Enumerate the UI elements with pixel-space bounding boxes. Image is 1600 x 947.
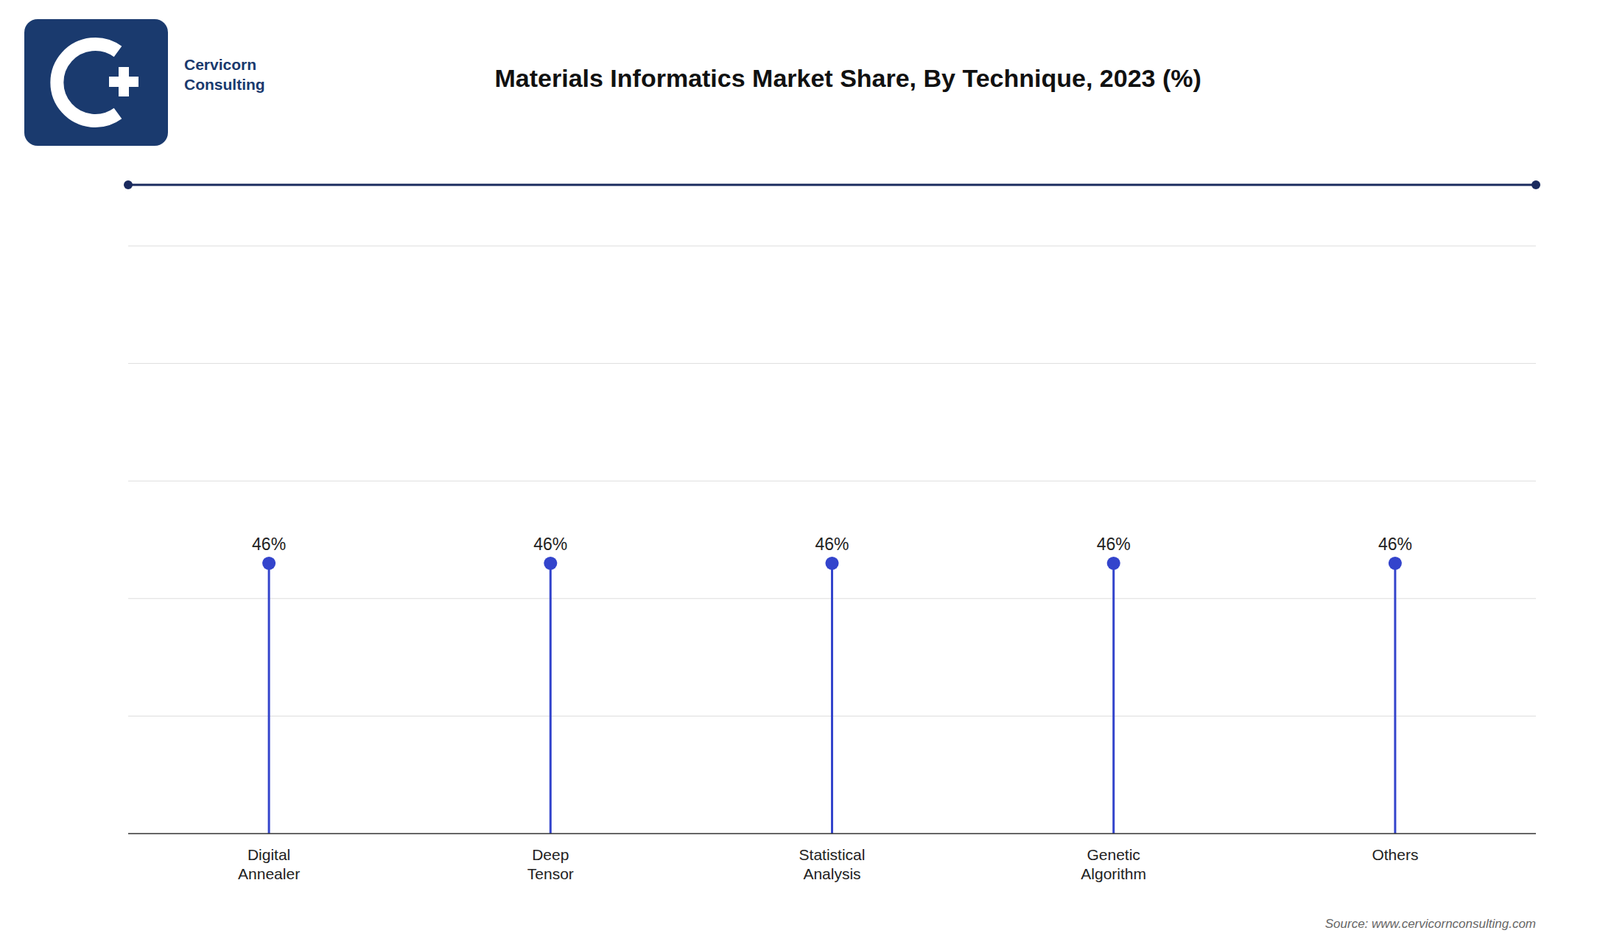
dot <box>825 556 840 571</box>
dot <box>1107 556 1121 571</box>
text-line: Consulting <box>184 75 266 93</box>
data-label: 46% <box>533 534 568 554</box>
dot <box>543 556 557 571</box>
text-line: Cervicorn <box>184 55 257 73</box>
text-line: Algorithm <box>1080 865 1147 883</box>
text-line: Deep <box>531 846 569 864</box>
logo-box <box>24 19 168 146</box>
lollipop <box>1388 556 1402 834</box>
lollipop <box>825 556 840 834</box>
dot <box>262 556 276 571</box>
page: Materials Informatics Market Share html,… <box>0 0 1600 947</box>
stem <box>1393 563 1396 834</box>
top-rule-dot <box>123 180 133 190</box>
data-label: 46% <box>814 534 849 554</box>
x-axis-line <box>128 833 1536 835</box>
logo <box>24 19 168 146</box>
stem <box>268 563 271 834</box>
source-text: Source: www.cervicornconsulting.com <box>1325 917 1536 932</box>
text-line: Others <box>1371 846 1419 864</box>
logo-mark <box>56 44 118 121</box>
stem <box>1112 563 1115 834</box>
stem <box>830 563 834 834</box>
data-label: 46% <box>1378 534 1413 554</box>
title: Materials Informatics Market Share, By T… <box>495 64 1202 93</box>
marks <box>262 556 1402 834</box>
top-rule-dot <box>1531 180 1541 190</box>
text-line: Digital <box>247 846 291 864</box>
data-labels: 46% 46% 46% 46% 46% <box>251 534 1413 554</box>
text-line: Tensor <box>527 865 574 883</box>
x-tick-label: GeneticAlgorithm <box>1080 846 1147 883</box>
text-line: Statistical <box>799 846 866 864</box>
x-tick-label: Others <box>1371 846 1419 864</box>
text-line: Annealer <box>237 865 300 883</box>
background <box>0 0 1600 947</box>
grid-line <box>128 246 1536 247</box>
data-label: 46% <box>1096 534 1131 554</box>
text-line: Analysis <box>802 865 861 883</box>
lollipop <box>262 556 276 834</box>
x-tick-labels: DigitalAnnealer DeepTensor StatisticalAnal… <box>237 846 1419 883</box>
grid-line <box>128 481 1536 482</box>
text-line: Genetic <box>1087 846 1141 864</box>
grid-line <box>128 363 1536 364</box>
chart-svg: 46% 46% 46% 46% 46% DigitalAnnealer DeepTensor… <box>0 0 1600 947</box>
page-body: {"chart_data": {"type": "lollipop", "tit… <box>0 0 1600 947</box>
lollipop <box>1107 556 1121 834</box>
x-tick-label: DeepTensor <box>527 846 574 883</box>
logo-text: Cervicorn Consulting <box>184 55 266 93</box>
chart-container: 46% 46% 46% 46% 46% DigitalAnnealer DeepTensor… <box>0 0 1600 947</box>
top-rule-line <box>128 184 1536 187</box>
x-tick-label: DigitalAnnealer <box>237 846 300 883</box>
lollipop <box>543 556 557 834</box>
x-tick-label: StatisticalAnalysis <box>799 846 866 883</box>
logo-mark <box>118 67 129 97</box>
dot <box>1388 556 1402 571</box>
stem <box>549 563 552 834</box>
data-label: 46% <box>251 534 286 554</box>
top-rule <box>123 180 1541 190</box>
